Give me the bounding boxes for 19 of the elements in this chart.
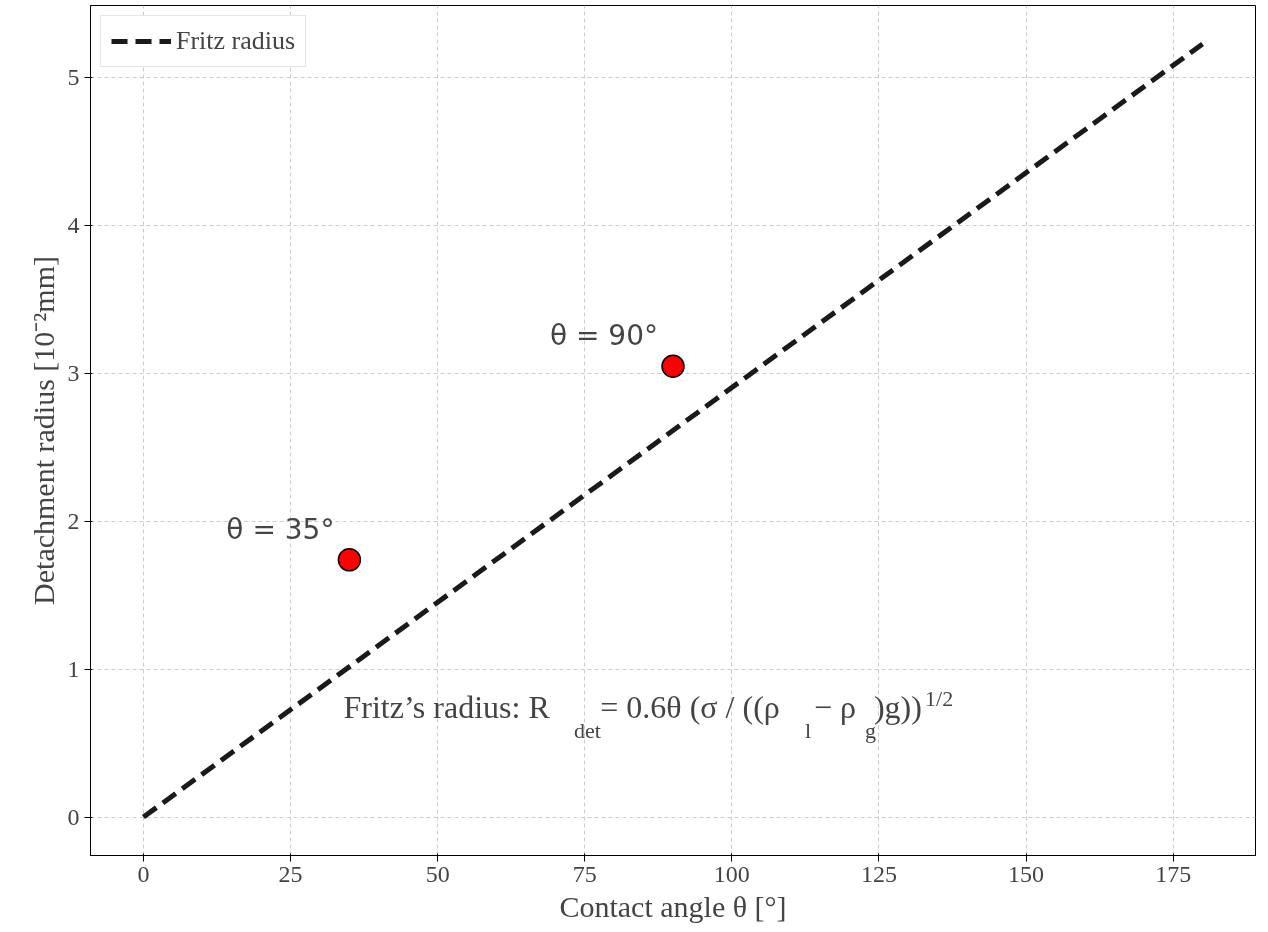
x-tick-label: 100 [713, 860, 750, 887]
y-tick-label: 2 [67, 507, 80, 534]
y-tick-label: 5 [67, 64, 80, 91]
y-tick-label: 4 [67, 212, 80, 239]
y-axis-title: Detachment radius [10⁻²mm] [26, 256, 60, 605]
x-tick-label: 50 [425, 860, 450, 887]
legend-label: Fritz radius [176, 26, 296, 56]
x-tick-label: 0 [137, 860, 150, 887]
x-tick-label: 150 [1008, 860, 1045, 887]
y-tick-label: 0 [67, 803, 80, 830]
x-tick-label: 75 [572, 860, 597, 887]
x-tick-label: 175 [1155, 860, 1192, 887]
annotation: θ = 90° [549, 319, 659, 353]
x-axis-title: Contact angle θ [°] [559, 889, 787, 923]
x-tick-label: 25 [278, 860, 303, 887]
x-tick-label: 125 [860, 860, 897, 887]
annotation: θ = 35° [226, 512, 335, 546]
y-tick-label: 1 [67, 655, 80, 682]
y-tick-label: 3 [67, 360, 80, 387]
